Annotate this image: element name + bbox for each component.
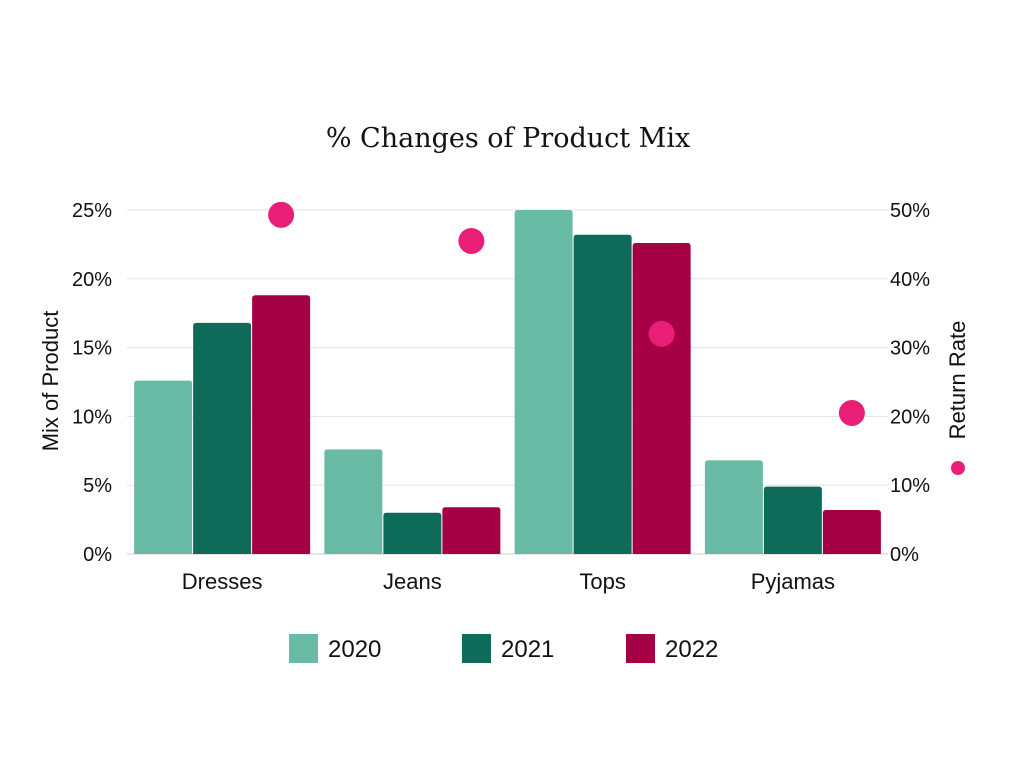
legend-swatch-2020 [289, 634, 318, 663]
legend-label-2021: 2021 [501, 636, 554, 663]
return-rate-point-dresses [268, 201, 295, 228]
legend-swatch-2022 [626, 634, 655, 663]
y2-axis-ticks: 0% 10% 20% 30% 40% 50% [890, 200, 930, 566]
bar-2021-dresses [193, 322, 252, 554]
return-rate-point-pyjamas [838, 399, 865, 426]
y2-tick-label: 10% [890, 475, 930, 497]
return-rate-point-tops [648, 320, 675, 347]
y-tick-label: 15% [72, 338, 112, 360]
y2-tick-label: 20% [890, 406, 930, 428]
return-rate-legend-marker [951, 461, 965, 475]
y2-axis-label: Return Rate [945, 321, 970, 440]
bar-2022-tops [632, 243, 691, 555]
legend-label-2020: 2020 [328, 636, 381, 663]
legend-swatch-2021 [462, 634, 491, 663]
bars [134, 210, 881, 555]
x-tick-label: Tops [579, 569, 625, 594]
y2-tick-label: 30% [890, 338, 930, 360]
x-tick-label: Jeans [383, 569, 442, 594]
y-axis-ticks: 0% 5% 10% 15% 20% 25% [72, 200, 112, 566]
y2-tick-label: 0% [890, 544, 919, 566]
bar-2020-pyjamas [704, 460, 763, 554]
y-tick-label: 0% [83, 544, 112, 566]
x-axis-labels: Dresses Jeans Tops Pyjamas [182, 569, 835, 594]
chart-title: % Changes of Product Mix [326, 123, 690, 154]
bar-2020-tops [514, 210, 573, 554]
return-rate-point-jeans [458, 227, 485, 254]
y-tick-label: 10% [72, 406, 112, 428]
y2-tick-label: 40% [890, 269, 930, 291]
legend-label-2022: 2022 [665, 636, 718, 663]
bar-2020-jeans [324, 449, 383, 554]
bar-2022-dresses [252, 295, 311, 554]
legend: 2020 2021 2022 [289, 634, 718, 663]
bar-2020-dresses [134, 380, 193, 554]
x-tick-label: Dresses [182, 569, 263, 594]
y-tick-label: 20% [72, 269, 112, 291]
y2-axis-label-group: Return Rate [945, 321, 970, 475]
x-tick-label: Pyjamas [751, 569, 835, 594]
y2-tick-label: 50% [890, 200, 930, 222]
bar-2022-jeans [442, 507, 501, 554]
bar-2021-pyjamas [763, 486, 822, 554]
bar-2021-tops [573, 234, 632, 554]
y-axis-label: Mix of Product [38, 311, 63, 452]
y-tick-label: 25% [72, 200, 112, 222]
bar-2021-jeans [383, 512, 442, 554]
y-tick-label: 5% [83, 475, 112, 497]
return-rate-points [268, 201, 865, 426]
bar-2022-pyjamas [822, 509, 881, 554]
